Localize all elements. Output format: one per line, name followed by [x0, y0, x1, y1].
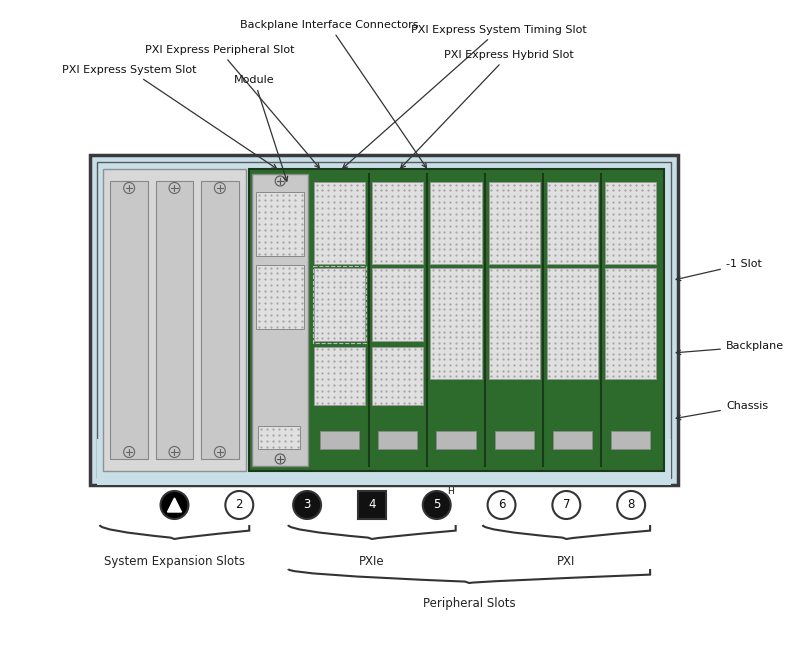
Bar — [256, 265, 304, 329]
Bar — [256, 192, 304, 256]
Text: PXI Express Hybrid Slot: PXI Express Hybrid Slot — [401, 50, 574, 168]
Text: 6: 6 — [498, 498, 506, 512]
Text: System Expansion Slots: System Expansion Slots — [104, 555, 245, 568]
Bar — [314, 268, 366, 341]
Text: 3: 3 — [303, 498, 310, 512]
Text: Chassis: Chassis — [676, 401, 768, 420]
Text: 7: 7 — [562, 498, 570, 512]
Bar — [313, 266, 366, 343]
Bar — [605, 182, 656, 264]
Bar — [611, 431, 650, 449]
Bar — [378, 431, 418, 449]
Circle shape — [487, 491, 515, 519]
Circle shape — [618, 491, 645, 519]
Text: 8: 8 — [627, 498, 635, 512]
Text: Peripheral Slots: Peripheral Slots — [423, 597, 515, 610]
Bar — [494, 431, 534, 449]
Bar — [258, 426, 300, 449]
Text: 4: 4 — [368, 498, 376, 512]
Bar — [90, 155, 678, 485]
Bar — [102, 169, 246, 471]
Bar — [489, 182, 540, 264]
Bar — [372, 347, 423, 405]
Text: H: H — [447, 486, 454, 496]
Bar — [97, 162, 671, 478]
Text: Backplane: Backplane — [676, 341, 784, 354]
Bar — [250, 169, 664, 471]
Text: PXI Express System Timing Slot: PXI Express System Timing Slot — [342, 25, 586, 169]
Bar — [372, 182, 423, 264]
Text: Module: Module — [234, 75, 288, 181]
Circle shape — [293, 491, 321, 519]
Bar — [546, 182, 598, 264]
Bar — [489, 268, 540, 379]
Bar — [358, 491, 386, 519]
Text: PXIe: PXIe — [359, 555, 385, 568]
Bar — [201, 181, 239, 459]
Text: 5: 5 — [433, 498, 441, 512]
Circle shape — [422, 491, 450, 519]
Bar — [553, 431, 592, 449]
Circle shape — [161, 491, 189, 519]
Polygon shape — [167, 498, 182, 512]
Text: PXI Express Peripheral Slot: PXI Express Peripheral Slot — [145, 45, 319, 168]
Circle shape — [226, 491, 254, 519]
Bar — [436, 431, 476, 449]
Text: Backplane Interface Connectors: Backplane Interface Connectors — [240, 20, 426, 167]
Bar — [430, 268, 482, 379]
Bar — [252, 174, 308, 466]
Bar — [372, 268, 423, 341]
Bar — [314, 347, 366, 405]
Bar — [320, 431, 359, 449]
Circle shape — [552, 491, 580, 519]
Bar — [97, 439, 671, 485]
Text: PXI Express System Slot: PXI Express System Slot — [62, 65, 277, 169]
Bar — [430, 182, 482, 264]
Text: -1 Slot: -1 Slot — [676, 259, 762, 281]
Bar — [155, 181, 194, 459]
Bar — [605, 268, 656, 379]
Bar — [314, 182, 366, 264]
Bar — [546, 268, 598, 379]
Text: PXI: PXI — [557, 555, 575, 568]
Text: 2: 2 — [235, 498, 243, 512]
Bar — [110, 181, 148, 459]
